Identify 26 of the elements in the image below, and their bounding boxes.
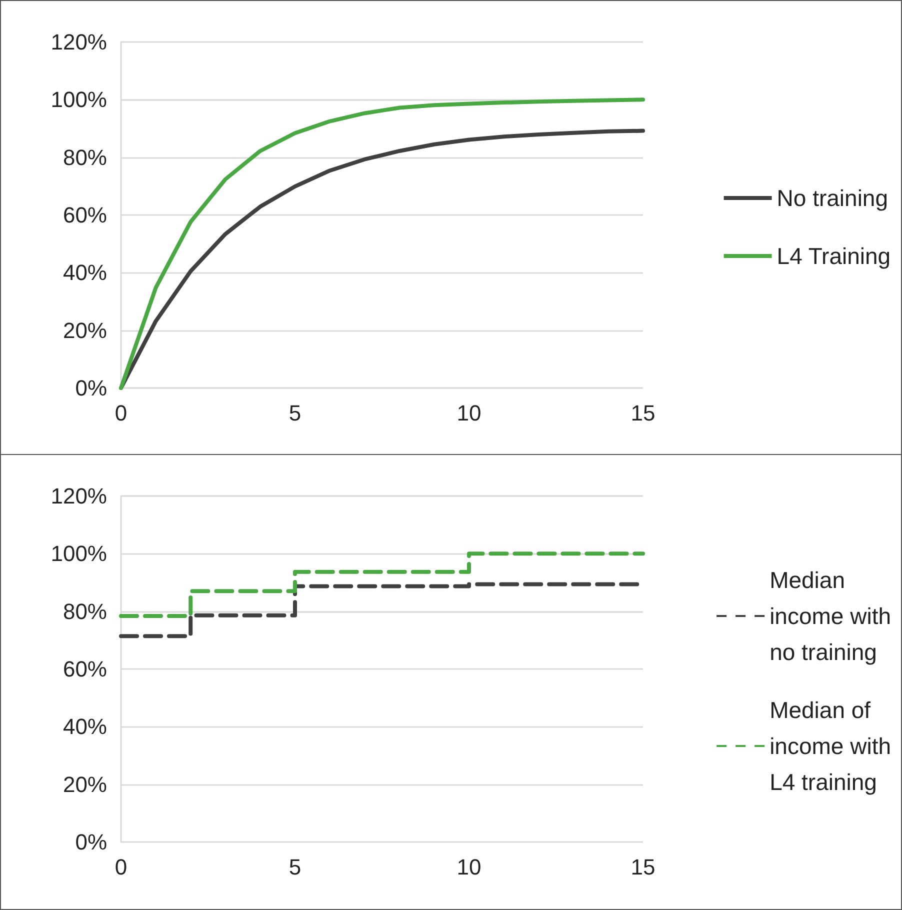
y-tick-label: 20% [62,318,107,343]
x-tick-label: 5 [288,400,302,426]
x-tick-label: 5 [288,854,302,880]
legend-label: Median of income with L4 training [770,697,891,795]
y-tick-label: 100% [50,87,107,112]
y-tick-label: 40% [62,260,107,286]
x-tick-label: 10 [456,854,482,880]
x-tick-label: 0 [114,854,128,880]
y-tick-label: 100% [50,541,107,566]
y-tick-label: 40% [62,714,107,740]
y-tick-label: 60% [62,202,107,228]
legend-label: Median income with no training [770,567,891,665]
x-tick-label: 10 [456,400,482,426]
y-tick-label: 0% [75,830,107,854]
x-tick-label: 15 [630,854,656,880]
x-tick-label: 0 [114,400,128,426]
x-tick-label: 15 [630,400,656,426]
y-tick-label: 120% [50,484,107,508]
y-tick-label: 60% [62,656,107,682]
y-tick-label: 0% [75,376,107,400]
y-tick-label: 80% [62,598,107,624]
y-tick-label: 20% [62,772,107,797]
legend-label: L4 Training [776,243,891,269]
y-tick-label: 80% [62,144,107,170]
y-tick-label: 120% [50,30,107,54]
legend-label: No training [776,185,888,211]
